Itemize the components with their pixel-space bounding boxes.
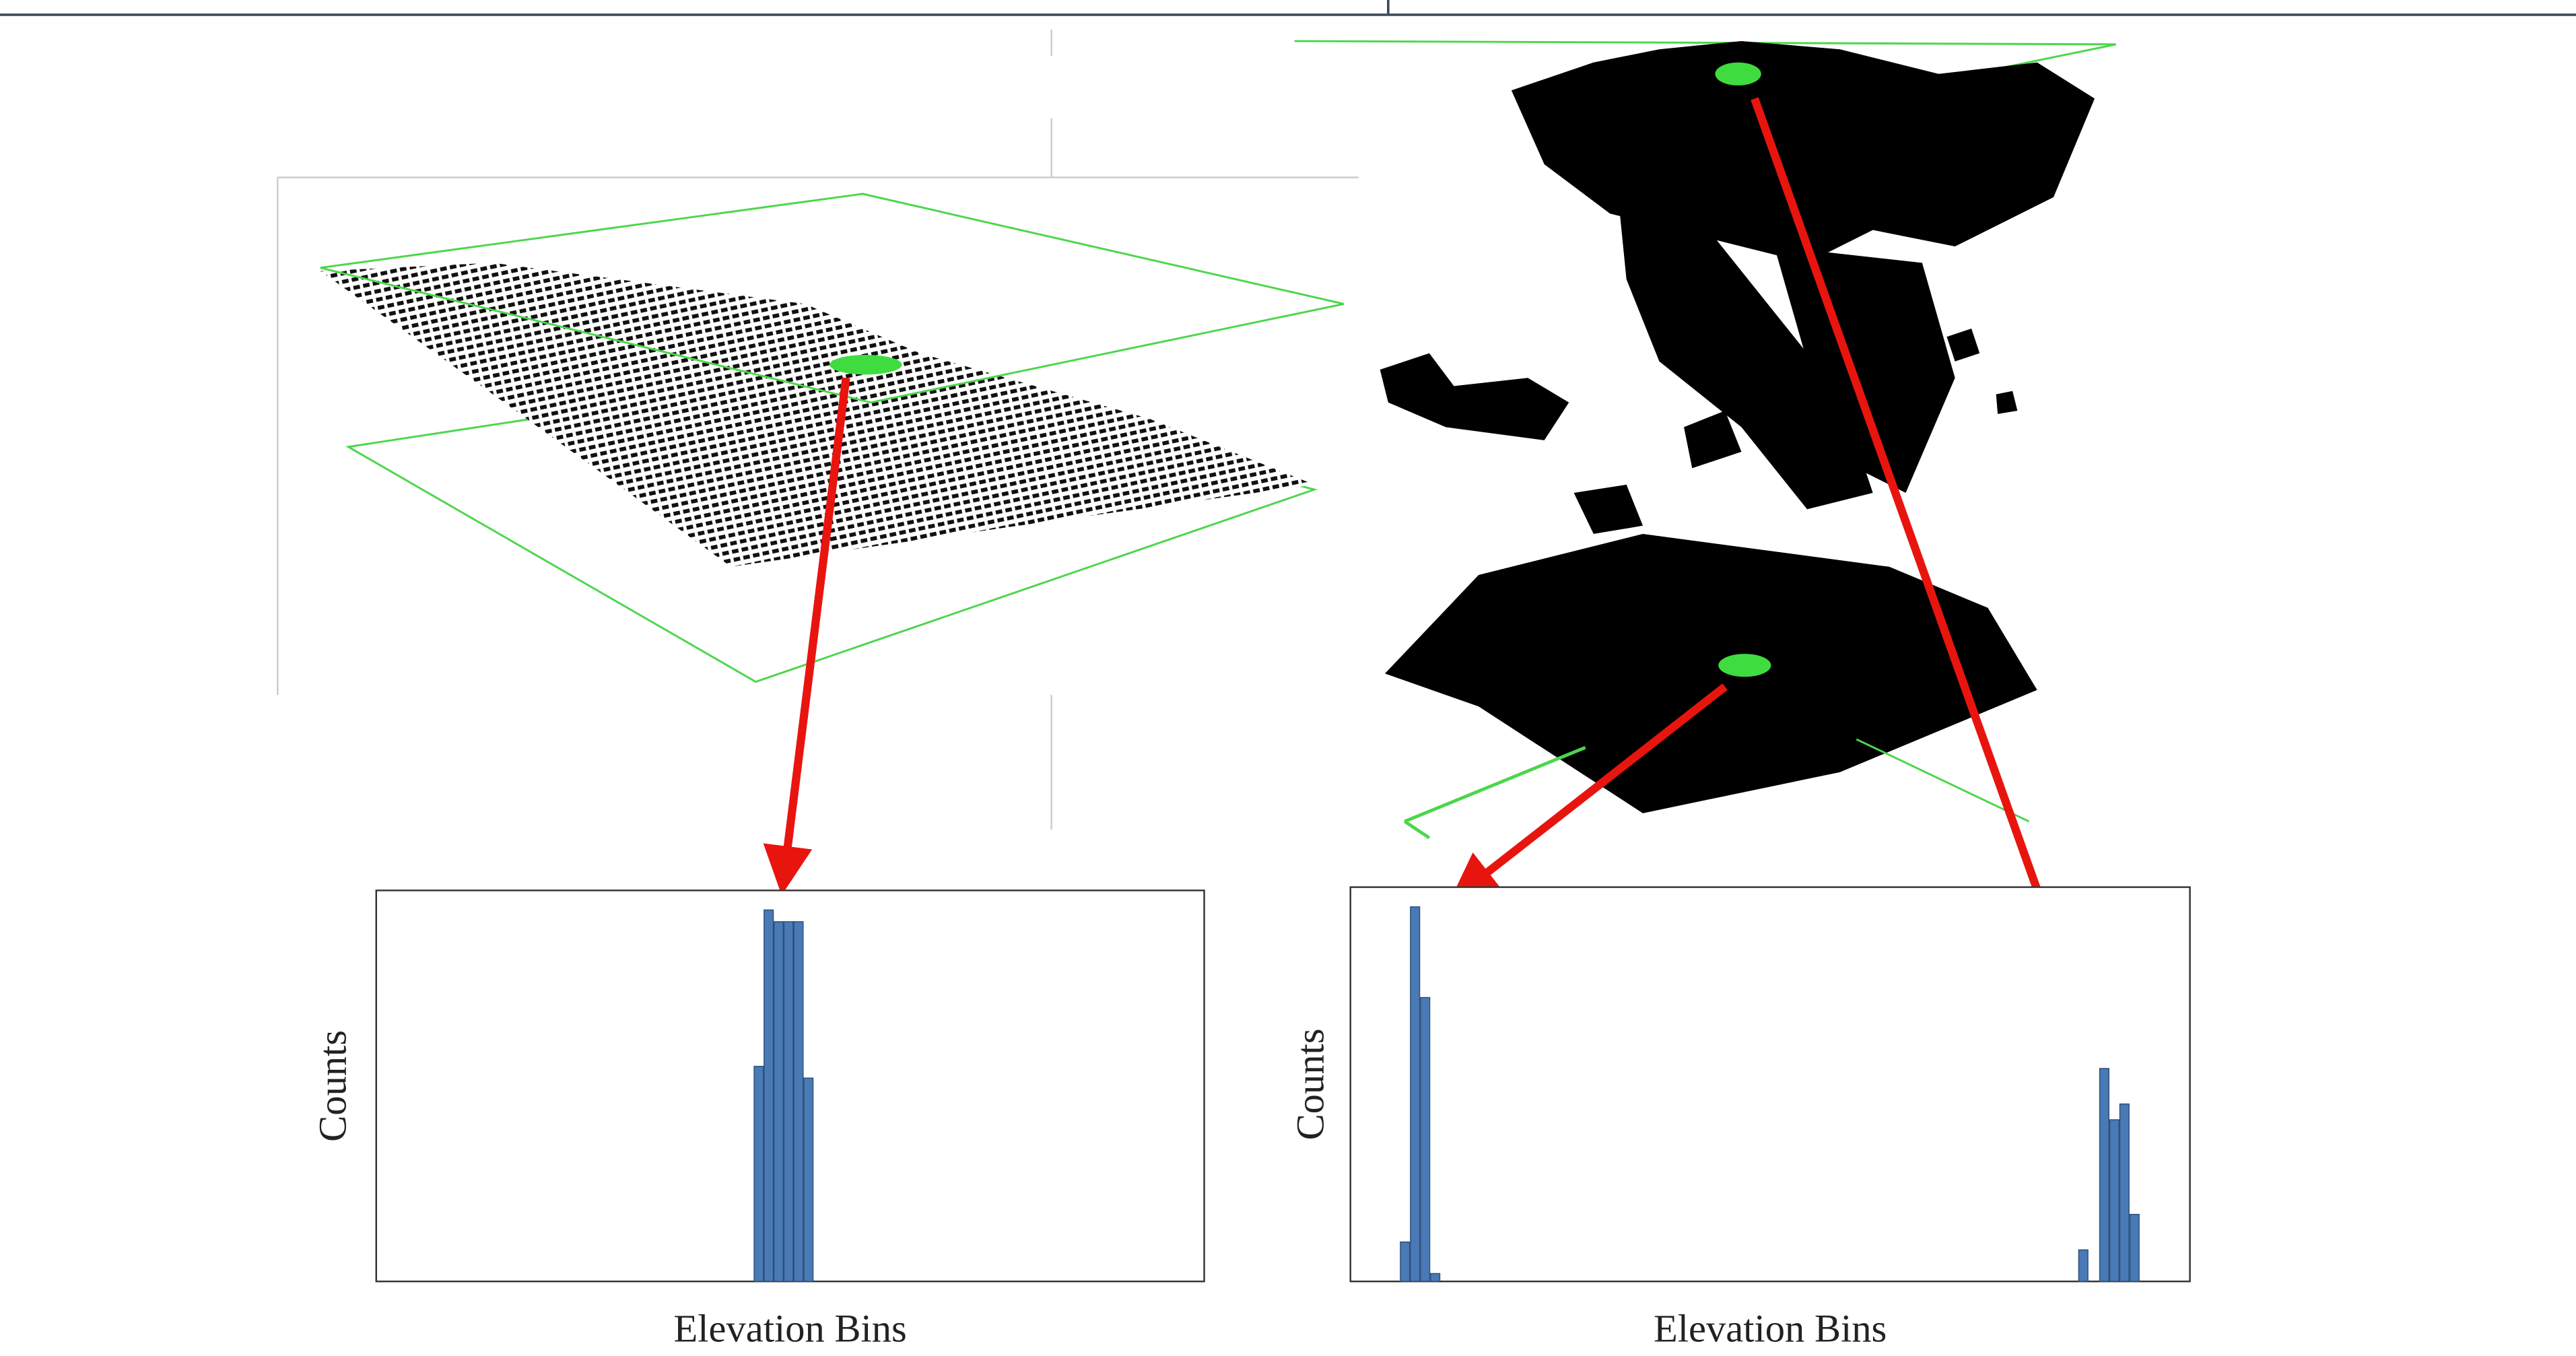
bar (784, 922, 793, 1281)
bar (804, 1078, 813, 1281)
right-point-cloud (1295, 41, 2116, 838)
left-point-cloud (320, 194, 1344, 682)
x-axis-label: Elevation Bins (673, 1306, 906, 1350)
bar (794, 922, 803, 1281)
x-axis-label: Elevation Bins (1654, 1306, 1887, 1350)
bar (2100, 1069, 2109, 1281)
y-axis-label: Counts (311, 1030, 355, 1142)
panel-frames (0, 0, 2576, 829)
histograms: Counts Elevation Bins Counts Elevation Bins (311, 887, 2190, 1351)
bar (764, 910, 774, 1282)
bar (2130, 1215, 2139, 1282)
bar (774, 922, 784, 1281)
bar (2120, 1104, 2129, 1282)
bar (754, 1066, 764, 1281)
bar (1421, 998, 1430, 1282)
page: {"chart_data": [ {"type": "bar", "y_labe… (0, 0, 2576, 1356)
figure: Counts Elevation Bins Counts Elevation Bins (0, 0, 2576, 1356)
bar (2110, 1120, 2120, 1281)
bar (1411, 907, 1420, 1281)
bar (1431, 1274, 1440, 1282)
y-axis-label: Counts (1288, 1028, 1332, 1140)
bar (2078, 1250, 2088, 1281)
plot-frame (1351, 887, 2190, 1282)
arrows (784, 98, 2083, 1018)
bar (1400, 1242, 1410, 1282)
